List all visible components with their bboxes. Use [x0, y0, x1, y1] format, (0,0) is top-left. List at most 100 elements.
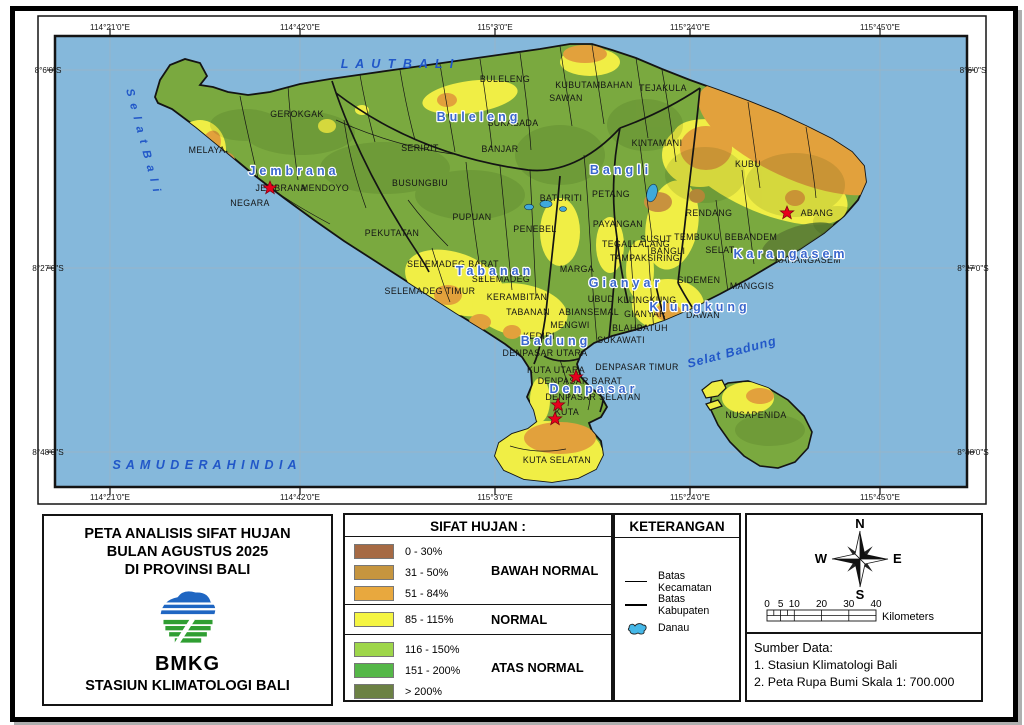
longitude-label: 114°42'0"E — [280, 23, 320, 32]
legend-item-danau: Danau — [625, 616, 739, 639]
legend-group-normal: 85 - 115% NORMAL — [345, 604, 611, 634]
regency-label: Tabanan — [456, 264, 534, 278]
longitude-label: 114°21'0"E — [90, 23, 130, 32]
district-label: PEKUTATAN — [365, 228, 419, 238]
longitude-label: 115°3'0"E — [477, 493, 513, 502]
regency-label: Karangasem — [733, 247, 848, 261]
district-label: BULELENG — [480, 74, 530, 84]
district-label: PUPUAN — [452, 212, 491, 222]
thin-line-icon — [625, 581, 651, 582]
district-label: BUSUNGBIU — [392, 178, 448, 188]
legend-label: > 200% — [405, 685, 442, 698]
lake-buyan — [539, 200, 553, 208]
compass-scale: N S E W 0 5 10 20 30 40 Kilometers — [764, 516, 934, 623]
legend-item-batas-kecamatan: Batas Kecamatan — [625, 570, 739, 594]
regency-label: Gianyar — [589, 276, 664, 290]
legend-title: SIFAT HUJAN : — [345, 515, 611, 537]
swatch-85-115 — [354, 612, 394, 627]
sea-label: L A U T B A L I — [341, 57, 456, 71]
district-label: KINTAMANI — [632, 138, 683, 148]
lake-batur — [646, 183, 658, 203]
longitude-label: 115°45'0"E — [860, 493, 900, 502]
district-label: ABANG — [801, 208, 834, 218]
district-label: RENDANG — [686, 208, 733, 218]
swatch-51-84 — [354, 586, 394, 601]
district-label: DAWAN — [686, 310, 720, 320]
svg-text:40: 40 — [870, 599, 882, 610]
svg-text:5: 5 — [778, 599, 784, 610]
district-label: NUSAPENIDA — [725, 410, 786, 420]
district-label: SIDEMEN — [678, 275, 721, 285]
district-label: KERAMBITAN — [487, 292, 548, 302]
title-panel: PETA ANALISIS SIFAT HUJAN BULAN AGUSTUS … — [42, 514, 333, 706]
sea-label: S A M U D E R A H I N D I A — [112, 458, 297, 472]
district-label: KUBUTAMBAHAN — [555, 80, 632, 90]
district-label: TEMBUKU — [674, 232, 720, 242]
longitude-label: 115°3'0"E — [477, 23, 513, 32]
legend-row: 51 - 84% — [354, 583, 491, 604]
regency-label: Denpasar — [550, 382, 639, 396]
district-label: NEGARA — [230, 198, 270, 208]
lake-tamblingan — [524, 203, 534, 211]
lake-beratan — [559, 206, 567, 212]
station-stars — [262, 180, 795, 426]
legend-group-bawah-normal: 0 - 30% 31 - 50% 51 - 84% BAWAH NORMAL — [345, 537, 611, 604]
station-star-icon — [550, 397, 566, 412]
district-label: KUBU — [735, 159, 761, 169]
legend-label: 51 - 84% — [405, 587, 449, 600]
district-label: MENDOYO — [301, 183, 349, 193]
longitude-label: 115°24'0"E — [670, 493, 710, 502]
legend-label: 31 - 50% — [405, 566, 449, 579]
compass-e: E — [893, 551, 902, 566]
district-label: SELAT — [705, 245, 734, 255]
district-label: SUKASADA — [487, 118, 538, 128]
category-normal: NORMAL — [491, 612, 548, 627]
scale-source-panel: N S E W 0 5 10 20 30 40 Kilometers — [745, 513, 983, 702]
station-star-icon — [547, 411, 563, 426]
source-line-2: 2. Peta Rupa Bumi Skala 1: 700.000 — [754, 675, 955, 689]
district-label: SAWAN — [549, 93, 583, 103]
district-label: KUTA — [555, 407, 579, 417]
lake-icon — [625, 620, 651, 636]
district-label: KLUNGKUNG — [617, 295, 676, 305]
legend-label: 0 - 30% — [405, 545, 443, 558]
district-label: TAMPAKSIRING — [610, 253, 680, 263]
district-label: MENGWI — [550, 320, 590, 330]
swatch-gt-200 — [354, 684, 394, 699]
swatch-0-30 — [354, 544, 394, 559]
district-label: DENPASAR UTARA — [503, 348, 588, 358]
legend-label: 116 - 150% — [405, 643, 460, 656]
agency-name: BMKG — [154, 653, 221, 675]
district-label: TABANAN — [506, 307, 550, 317]
district-label: SELEMADEG — [472, 274, 530, 284]
longitude-label: 114°21'0"E — [90, 493, 130, 502]
district-label: SUSUT — [640, 234, 672, 244]
district-label: UBUD — [588, 294, 615, 304]
district-label: GIANYAR — [624, 309, 666, 319]
legend-row: > 200% — [354, 681, 491, 702]
legend-label: 151 - 200% — [405, 664, 461, 677]
station-name: STASIUN KLIMATOLOGI BALI — [85, 678, 290, 694]
map-neatline — [53, 34, 969, 489]
legend-item-batas-kabupaten: Batas Kabupaten — [625, 593, 739, 617]
district-label: TEGALLALANG — [602, 239, 670, 249]
swatch-151-200 — [354, 663, 394, 678]
district-label: KARANGASEM — [775, 255, 841, 265]
district-label: KUTA UTARA — [527, 365, 585, 375]
swatch-116-150 — [354, 642, 394, 657]
district-label: SELEMADEG TIMUR — [385, 286, 476, 296]
legend-label: 85 - 115% — [405, 613, 454, 626]
district-label: GEROKGAK — [270, 109, 324, 119]
category-atas-normal: ATAS NORMAL — [491, 660, 584, 675]
district-label: SUKAWATI — [597, 335, 645, 345]
title-line-1: PETA ANALISIS SIFAT HUJAN — [84, 526, 291, 542]
compass-w: W — [815, 551, 828, 566]
regency-label: Jembrana — [248, 164, 339, 178]
legend-row: 116 - 150% — [354, 639, 491, 660]
svg-text:30: 30 — [843, 599, 855, 610]
legend-row: 0 - 30% — [354, 541, 491, 562]
district-label: MARGA — [560, 264, 594, 274]
swatch-31-50 — [354, 565, 394, 580]
